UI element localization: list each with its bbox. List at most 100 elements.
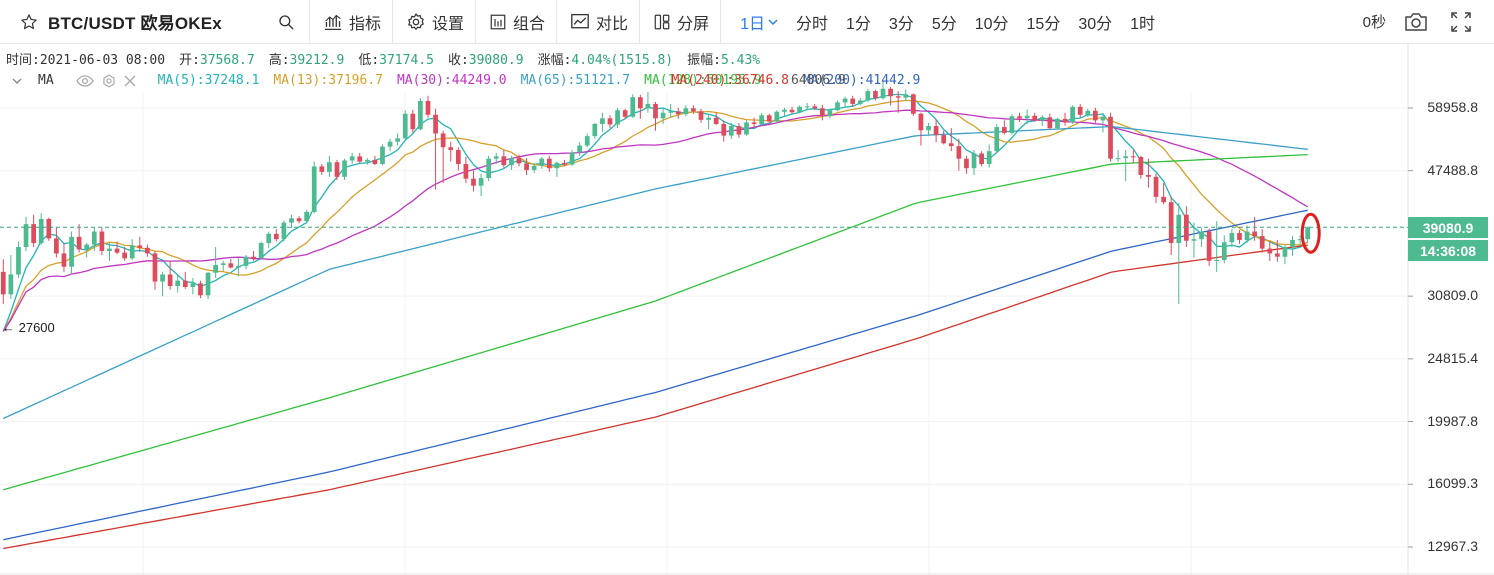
candle-up[interactable]	[129, 245, 135, 259]
candle-down[interactable]	[873, 91, 878, 99]
candle-down[interactable]	[789, 109, 795, 113]
candle-down[interactable]	[137, 245, 143, 248]
candle-up[interactable]	[706, 117, 711, 120]
candle-down[interactable]	[1130, 156, 1136, 158]
candle-down[interactable]	[637, 97, 643, 109]
period-3m[interactable]: 3分	[888, 15, 914, 33]
candle-down[interactable]	[145, 247, 150, 254]
candle-up[interactable]	[160, 274, 165, 282]
candle-up[interactable]	[402, 113, 408, 139]
candle-down[interactable]	[152, 253, 158, 282]
candle-down[interactable]	[546, 158, 552, 169]
candle-down[interactable]	[964, 158, 969, 169]
candle-up[interactable]	[592, 123, 598, 137]
candle-up[interactable]	[1229, 233, 1235, 243]
close-icon[interactable]	[124, 75, 136, 87]
star-icon[interactable]	[20, 13, 38, 31]
candle-up[interactable]	[395, 138, 401, 142]
eye-icon[interactable]	[75, 74, 94, 87]
candle-up[interactable]	[1305, 227, 1311, 240]
candle-up[interactable]	[16, 247, 21, 275]
candle-down[interactable]	[895, 96, 901, 98]
candle-up[interactable]	[289, 218, 294, 223]
candle-up[interactable]	[190, 283, 196, 287]
candle-up[interactable]	[1123, 156, 1129, 159]
candle-up[interactable]	[1214, 260, 1220, 262]
candle-up[interactable]	[1039, 117, 1045, 121]
candle-down[interactable]	[1047, 117, 1053, 129]
candle-up[interactable]	[660, 112, 666, 119]
candle-down[interactable]	[1002, 127, 1007, 133]
candle-up[interactable]	[311, 166, 317, 212]
candle-down[interactable]	[0, 271, 6, 295]
candle-up[interactable]	[1221, 242, 1227, 261]
candle-up[interactable]	[213, 265, 218, 273]
candle-down[interactable]	[691, 108, 696, 112]
candle-up[interactable]	[23, 224, 29, 248]
candle-up[interactable]	[91, 231, 97, 245]
candle-down[interactable]	[1168, 202, 1174, 244]
candle-up[interactable]	[478, 178, 484, 186]
candle-up[interactable]	[1085, 110, 1091, 115]
candle-down[interactable]	[455, 150, 461, 165]
period-1m[interactable]: 1分	[846, 15, 871, 33]
candle-up[interactable]	[69, 236, 74, 267]
candle-up[interactable]	[797, 106, 802, 113]
candle-down[interactable]	[228, 263, 234, 268]
candle-down[interactable]	[1161, 196, 1166, 203]
candle-down[interactable]	[1252, 231, 1257, 237]
candle-down[interactable]	[1108, 116, 1113, 159]
candle-up[interactable]	[1176, 214, 1182, 244]
period-1h[interactable]: 1时	[1130, 15, 1156, 33]
period-5m[interactable]: 5分	[931, 15, 957, 33]
candle-up[interactable]	[986, 151, 992, 165]
candle-up[interactable]	[327, 162, 332, 172]
candle-up[interactable]	[744, 122, 749, 135]
candle-up[interactable]	[304, 211, 309, 222]
candle-down[interactable]	[122, 252, 127, 259]
candle-down[interactable]	[319, 166, 325, 172]
candle-down[interactable]	[562, 162, 567, 165]
candle-up[interactable]	[266, 233, 272, 244]
candle-down[interactable]	[524, 163, 529, 171]
candle-down[interactable]	[372, 159, 378, 165]
candle-down[interactable]	[1206, 231, 1212, 261]
period-1d[interactable]: 1日	[731, 0, 787, 44]
candle-up[interactable]	[827, 110, 833, 117]
candlestick-chart[interactable]	[0, 44, 1494, 575]
candle-down[interactable]	[918, 113, 924, 131]
candle-up[interactable]	[1009, 116, 1015, 133]
candle-up[interactable]	[994, 127, 1000, 152]
candle-down[interactable]	[1077, 106, 1083, 115]
candle-down[interactable]	[410, 113, 416, 130]
candle-up[interactable]	[584, 136, 590, 146]
candle-up[interactable]	[1199, 231, 1204, 240]
candle-down[interactable]	[1259, 236, 1265, 249]
candle-down[interactable]	[54, 238, 59, 254]
candle-down[interactable]	[622, 110, 628, 117]
candle-down[interactable]	[440, 133, 446, 148]
candle-up[interactable]	[1100, 116, 1106, 121]
candle-down[interactable]	[167, 274, 173, 287]
period-10m[interactable]: 10分	[974, 15, 1009, 33]
candle-up[interactable]	[493, 156, 499, 159]
candle-down[interactable]	[1138, 156, 1144, 175]
candle-down[interactable]	[766, 115, 772, 122]
candle-up[interactable]	[645, 103, 651, 109]
candle-up[interactable]	[1055, 118, 1060, 129]
candle-up[interactable]	[835, 102, 840, 111]
candle-up[interactable]	[1244, 231, 1250, 240]
candle-down[interactable]	[501, 156, 507, 166]
candle-down[interactable]	[1017, 116, 1022, 119]
candle-up[interactable]	[569, 152, 575, 165]
candle-up[interactable]	[728, 126, 734, 136]
candle-down[interactable]	[46, 219, 52, 239]
period-30m[interactable]: 30分	[1078, 15, 1113, 33]
candle-up[interactable]	[531, 165, 537, 171]
compare-button[interactable]: 对比	[557, 0, 641, 44]
candle-up[interactable]	[243, 256, 249, 266]
candle-up[interactable]	[1115, 158, 1121, 160]
indicator-button[interactable]: 指标	[310, 0, 394, 44]
candle-down[interactable]	[1275, 253, 1280, 257]
candle-down[interactable]	[910, 94, 916, 114]
